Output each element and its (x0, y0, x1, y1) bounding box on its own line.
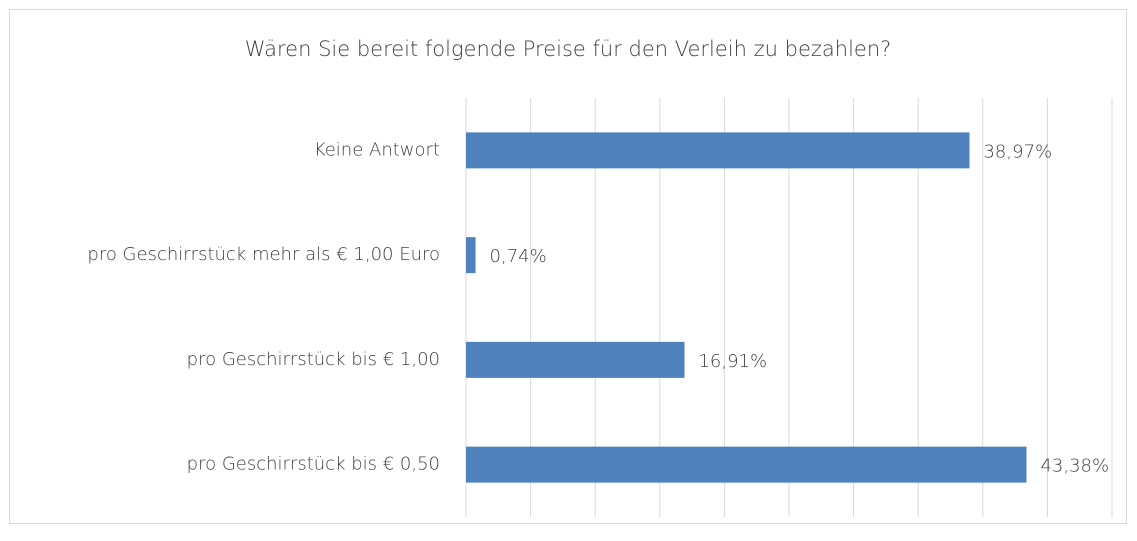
data-label: 0,74% (490, 246, 547, 267)
data-label: 43,38% (1040, 456, 1109, 477)
bar (466, 446, 1027, 483)
data-label: 38,97% (983, 141, 1052, 162)
y-tick-label: pro Geschirrstück bis € 0,50 (187, 454, 440, 475)
y-tick-label: pro Geschirrstück bis € 1,00 (187, 349, 440, 370)
bar (466, 341, 685, 378)
chart-title: Wären Sie bereit folgende Preise für den… (245, 37, 892, 61)
y-tick-label: Keine Antwort (314, 139, 440, 160)
bar (466, 132, 970, 169)
y-tick-label: pro Geschirrstück mehr als € 1,00 Euro (87, 244, 440, 265)
chart-border (9, 9, 1127, 524)
bar (466, 237, 476, 274)
data-label: 16,91% (698, 351, 767, 372)
